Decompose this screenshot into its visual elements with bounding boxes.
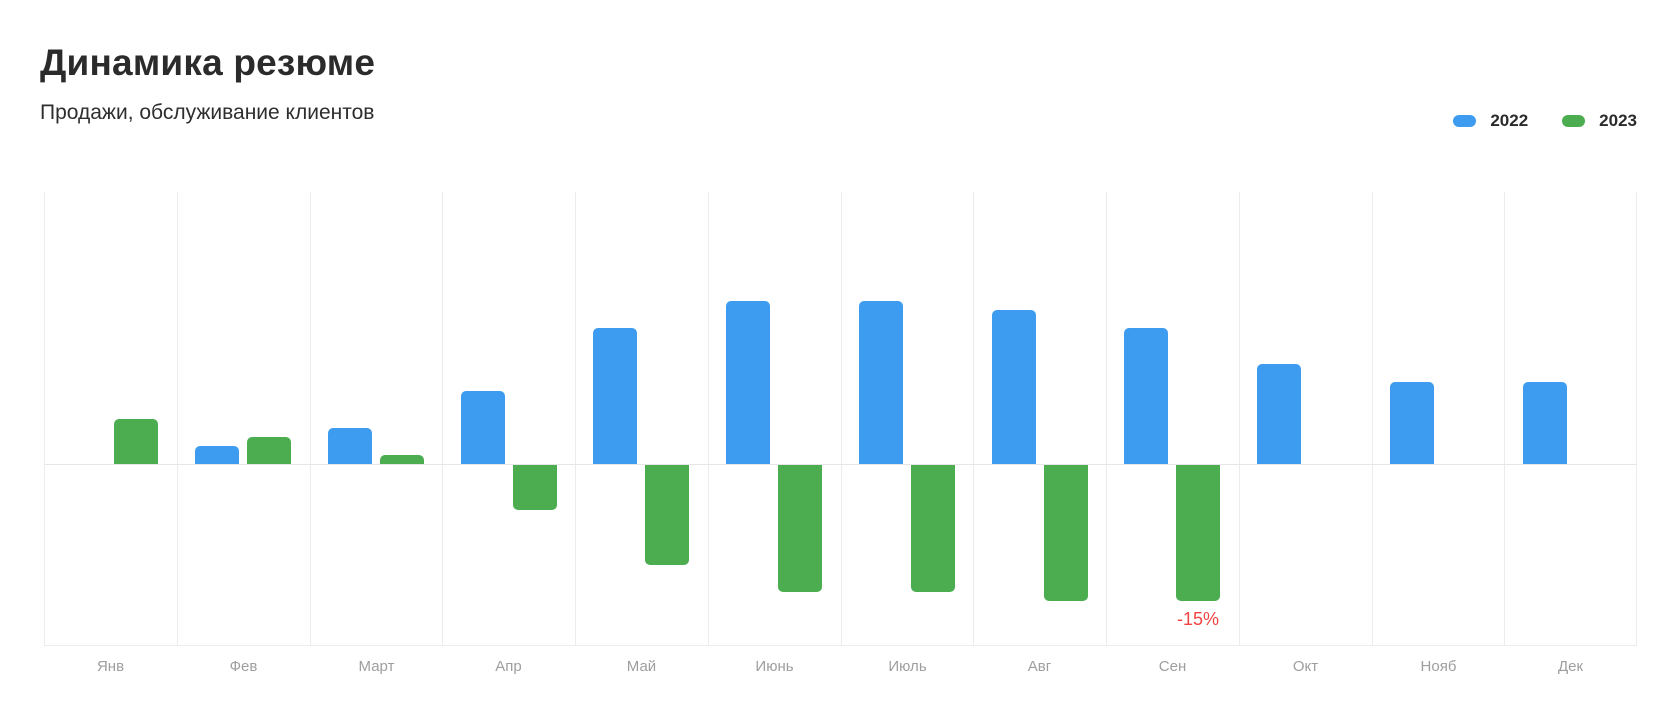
- gridline: [708, 192, 709, 646]
- gridline: [1636, 192, 1637, 646]
- x-axis-label-Нояб: Нояб: [1420, 658, 1457, 675]
- gridline: [442, 192, 443, 646]
- x-axis-label-Окт: Окт: [1292, 658, 1319, 675]
- bar-2023-Сен[interactable]: [1176, 465, 1220, 601]
- legend-item-2022[interactable]: 2022: [1453, 111, 1528, 131]
- gridline: [1106, 192, 1107, 646]
- legend-swatch-2023: [1562, 115, 1586, 127]
- bar-2023-Июль[interactable]: [911, 465, 955, 592]
- zero-axis-line: [44, 464, 1637, 465]
- x-axis-label-Авг: Авг: [1027, 658, 1052, 675]
- bar-2022-Май[interactable]: [593, 328, 637, 464]
- bar-2022-Фев[interactable]: [195, 446, 239, 464]
- legend-label-2022: 2022: [1490, 111, 1529, 130]
- bar-2022-Окт[interactable]: [1257, 364, 1301, 464]
- x-axis-label-Апр: Апр: [495, 658, 522, 675]
- legend-label-2023: 2023: [1599, 111, 1637, 130]
- bar-chart: Янв Фев Март Апр Май Июнь Июль Авг Сен Окт Нояб Дек…: [44, 192, 1637, 675]
- bar-2023-Фев[interactable]: [247, 437, 291, 464]
- bar-2022-Дек[interactable]: [1523, 382, 1567, 464]
- bar-2022-Нояб[interactable]: [1390, 382, 1434, 464]
- bar-2022-Июнь[interactable]: [726, 301, 770, 464]
- gridline: [1239, 192, 1240, 646]
- bar-2023-Апр[interactable]: [513, 465, 557, 510]
- gridline: [1504, 192, 1505, 646]
- gridline: [575, 192, 576, 646]
- page-subtitle: Продажи, обслуживание клиентов: [40, 101, 375, 124]
- bar-2022-Сен[interactable]: [1124, 328, 1168, 464]
- x-axis-label-Дек: Дек: [1557, 658, 1584, 675]
- gridline: [841, 192, 842, 646]
- bar-2022-Авг[interactable]: [992, 310, 1036, 464]
- legend-item-2023[interactable]: 2023: [1562, 111, 1637, 131]
- gridline: [44, 192, 45, 646]
- plot-bottom-border: [44, 645, 1637, 646]
- x-axis-label-Янв: Янв: [96, 658, 125, 675]
- page-title: Динамика резюме: [40, 42, 376, 83]
- gridline: [310, 192, 311, 646]
- legend-swatch-2022: [1453, 115, 1477, 127]
- bar-2022-Апр[interactable]: [461, 391, 505, 464]
- x-axis-label-Май: Май: [626, 658, 657, 675]
- x-axis-label-Июль: Июль: [888, 658, 927, 675]
- annotation--15%: -15%: [1176, 609, 1220, 629]
- bar-2023-Июнь[interactable]: [778, 465, 822, 592]
- x-axis-label-Март: Март: [358, 658, 395, 675]
- x-axis-label-Фев: Фев: [229, 658, 258, 675]
- bar-2023-Янв[interactable]: [114, 419, 158, 464]
- bar-2023-Май[interactable]: [645, 465, 689, 565]
- bar-2022-Март[interactable]: [328, 428, 372, 464]
- x-axis-label-Сен: Сен: [1158, 658, 1187, 675]
- gridline: [1372, 192, 1373, 646]
- chart-legend: 2022 2023: [1453, 108, 1637, 134]
- bar-2022-Июль[interactable]: [859, 301, 903, 464]
- x-axis-label-Июнь: Июнь: [755, 658, 794, 675]
- gridline: [177, 192, 178, 646]
- bar-2023-Авг[interactable]: [1044, 465, 1088, 601]
- gridline: [973, 192, 974, 646]
- bar-2023-Март[interactable]: [380, 455, 424, 464]
